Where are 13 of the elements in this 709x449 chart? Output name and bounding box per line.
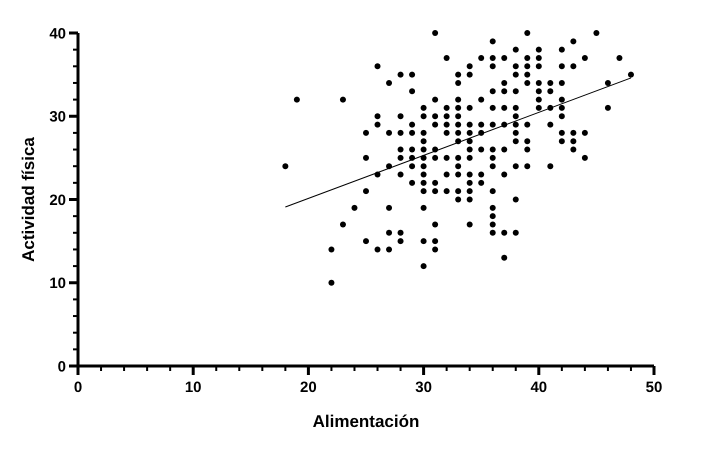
x-tick-label: 50 xyxy=(646,379,662,396)
y-tick-label: 10 xyxy=(49,275,66,292)
x-tick-label: 20 xyxy=(300,379,317,396)
y-axis-title: Actividad física xyxy=(19,136,38,262)
x-tick-label: 40 xyxy=(530,379,548,396)
x-axis-title: Alimentación xyxy=(312,412,420,431)
x-tick-label: 30 xyxy=(415,379,432,396)
y-tick-label: 40 xyxy=(49,25,66,42)
y-tick-label: 20 xyxy=(49,192,66,209)
x-tick-label: 10 xyxy=(184,379,202,396)
x-tick-label: 0 xyxy=(74,379,82,396)
y-tick-label: 0 xyxy=(58,358,66,376)
y-tick-label: 30 xyxy=(49,108,66,126)
